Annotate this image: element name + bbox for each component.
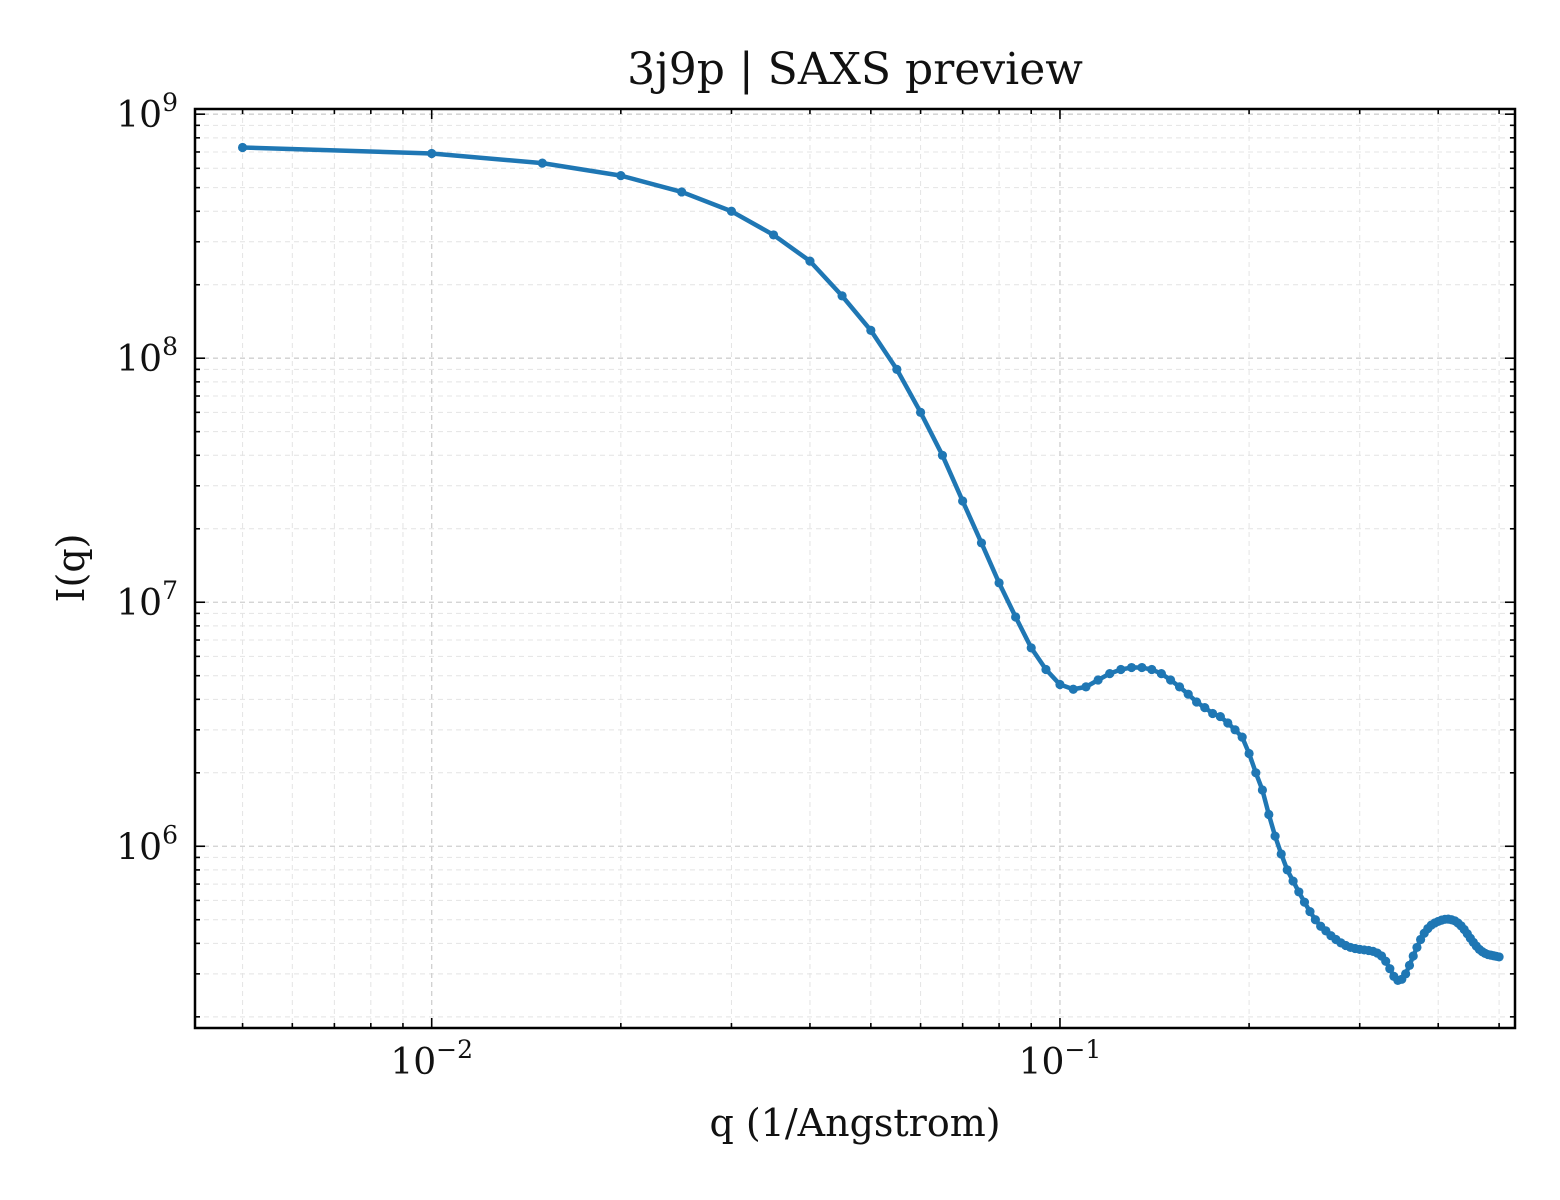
major-grid bbox=[195, 109, 1515, 1028]
y-tick-label: 108 bbox=[116, 332, 178, 380]
data-point bbox=[1408, 951, 1418, 961]
data-point bbox=[1174, 682, 1185, 692]
data-point bbox=[768, 230, 779, 240]
data-point bbox=[1276, 849, 1286, 859]
data-series bbox=[237, 142, 1504, 986]
data-point bbox=[1282, 865, 1292, 875]
data-point bbox=[866, 325, 876, 335]
plot-area bbox=[195, 109, 1515, 1028]
data-point bbox=[1294, 887, 1304, 897]
minor-grid bbox=[195, 109, 1515, 1028]
y-tick-label: 107 bbox=[116, 576, 178, 624]
data-point bbox=[1244, 748, 1254, 759]
data-point bbox=[1105, 668, 1115, 679]
data-point bbox=[994, 578, 1004, 588]
data-point bbox=[1264, 809, 1274, 820]
tick-labels: 10−2 10−1 106 107 108 109 bbox=[116, 88, 1101, 1083]
data-point bbox=[1200, 703, 1210, 713]
data-point bbox=[237, 142, 248, 153]
data-point bbox=[1230, 725, 1240, 735]
data-point bbox=[958, 496, 968, 506]
data-point bbox=[677, 187, 687, 197]
data-point bbox=[1156, 668, 1166, 679]
chart-title: 3j9p | SAXS preview bbox=[627, 44, 1083, 95]
data-point bbox=[937, 450, 948, 460]
data-point bbox=[1183, 689, 1193, 699]
data-point bbox=[427, 148, 437, 159]
data-point bbox=[1011, 612, 1021, 622]
data-point bbox=[1192, 697, 1202, 707]
data-point bbox=[1310, 915, 1320, 925]
data-point bbox=[1404, 960, 1415, 970]
data-point bbox=[805, 256, 815, 266]
data-point bbox=[1381, 956, 1391, 966]
data-point bbox=[1494, 952, 1504, 962]
data-point bbox=[1126, 662, 1137, 673]
data-point bbox=[1251, 768, 1261, 778]
data-point bbox=[976, 538, 987, 548]
data-point bbox=[1093, 675, 1103, 685]
y-tick-label: 106 bbox=[116, 820, 178, 868]
y-tick-label: 109 bbox=[116, 88, 178, 136]
data-point bbox=[1026, 643, 1036, 653]
data-point bbox=[1068, 684, 1078, 694]
data-point bbox=[1081, 682, 1091, 692]
data-point bbox=[1299, 897, 1310, 907]
data-point bbox=[1137, 662, 1147, 673]
data-point bbox=[1412, 942, 1422, 953]
y-axis-label: I(q) bbox=[49, 534, 93, 603]
data-point bbox=[537, 158, 547, 168]
data-point bbox=[1055, 679, 1065, 690]
data-point bbox=[1270, 831, 1280, 841]
data-point bbox=[1147, 664, 1157, 675]
data-point bbox=[1401, 969, 1411, 979]
data-point bbox=[1288, 876, 1298, 886]
x-tick-label: 10−1 bbox=[1019, 1035, 1102, 1083]
data-point bbox=[837, 291, 847, 301]
data-point bbox=[1166, 675, 1176, 685]
data-point bbox=[1215, 711, 1225, 722]
data-point bbox=[1305, 906, 1315, 917]
data-point bbox=[1385, 964, 1395, 974]
data-point bbox=[1208, 708, 1218, 719]
data-point bbox=[616, 171, 626, 181]
data-point bbox=[1041, 664, 1051, 675]
data-point bbox=[915, 407, 926, 417]
plot-frame bbox=[193, 107, 1517, 1030]
data-point bbox=[1257, 785, 1267, 795]
data-point bbox=[892, 364, 902, 374]
data-point bbox=[726, 206, 737, 216]
data-point bbox=[1223, 718, 1233, 728]
x-tick-label: 10−2 bbox=[390, 1035, 473, 1083]
x-axis-label: q (1/Angstrom) bbox=[709, 1101, 1000, 1145]
axis-ticks bbox=[195, 109, 1515, 1028]
data-point bbox=[1237, 732, 1247, 742]
data-point bbox=[1116, 664, 1126, 675]
